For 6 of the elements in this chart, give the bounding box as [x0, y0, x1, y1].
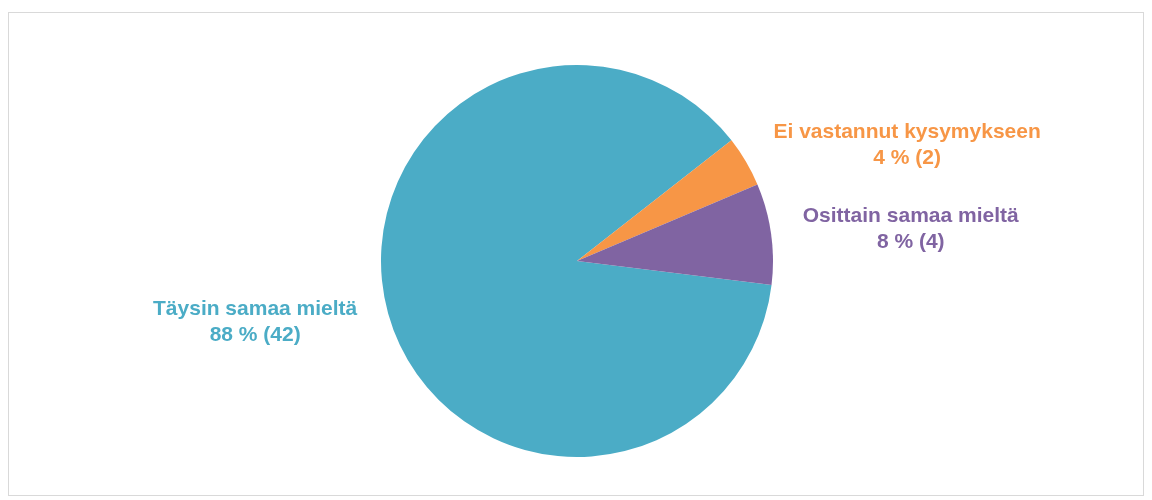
data-label: 8 % (4): [876, 229, 945, 253]
slice-label: Ei vastannut kysymykseen: [773, 119, 1041, 143]
slice-label: Täysin samaa mieltä: [153, 295, 358, 319]
data-label: 4 % (2): [873, 145, 941, 169]
data-label: 88 % (42): [209, 321, 301, 345]
slice-label: Osittain samaa mieltä: [802, 203, 1020, 227]
